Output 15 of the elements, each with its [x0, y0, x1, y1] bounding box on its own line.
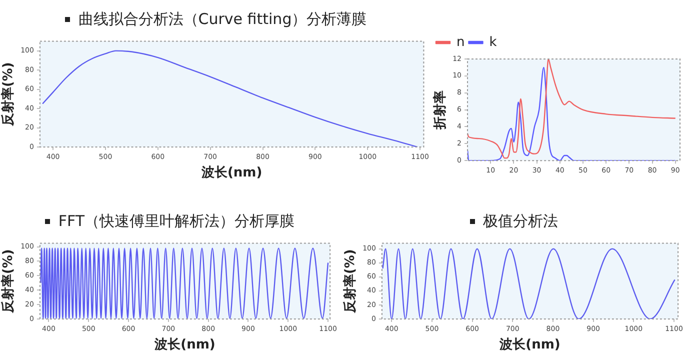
line-series — [382, 248, 676, 319]
y-axis-title: 折射率 — [432, 90, 448, 130]
line-series — [40, 248, 329, 319]
y-axis-title: 反射率(%) — [0, 249, 16, 314]
x-axis-title: 波长(nm) — [200, 166, 262, 181]
x-axis-title: 波长(nm) — [154, 338, 216, 353]
y-axis-title: 反射率(%) — [342, 249, 358, 314]
y-axis-title: 反射率(%) — [0, 62, 16, 128]
chart-title: 曲线拟合分析法（Curve fitting）分析薄膜 — [78, 10, 367, 28]
chart-title: FFT（快速傅里叶解析法）分析厚膜 — [58, 212, 295, 230]
chart-title: 极值分析法 — [483, 212, 558, 230]
legend-label: k — [489, 34, 498, 50]
legend-label: n — [456, 34, 465, 50]
x-axis-title: 波长(nm) — [498, 338, 560, 353]
line-series — [42, 50, 418, 147]
